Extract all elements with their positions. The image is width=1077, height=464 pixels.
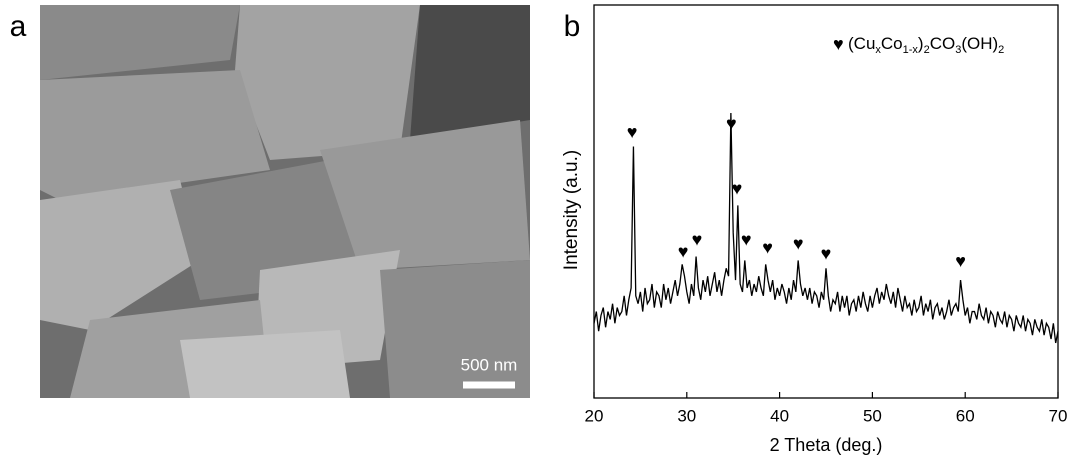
y-axis-label: Intensity (a.u.) xyxy=(561,150,582,270)
x-tick-label: 50 xyxy=(863,406,882,425)
panel-label: a xyxy=(10,10,27,43)
legend-label-part: CO xyxy=(930,34,956,53)
x-axis-label: 2 Theta (deg.) xyxy=(770,435,883,455)
legend-label: (CuxCo1-x)2CO3(OH)2 xyxy=(848,34,1004,55)
panel-label: b xyxy=(564,10,581,43)
peak-marker: ♥ xyxy=(726,114,737,134)
legend-label-part: 3 xyxy=(955,44,961,56)
peak-marker: ♥ xyxy=(678,241,689,261)
peak-marker: ♥ xyxy=(627,122,638,142)
legend-label-part: 1-x xyxy=(903,44,919,56)
x-tick-label: 30 xyxy=(677,406,696,425)
peak-marker: ♥ xyxy=(793,233,804,253)
x-tick-label: 40 xyxy=(770,406,789,425)
peak-marker: ♥ xyxy=(741,230,752,250)
legend-label-part: (Cu xyxy=(848,34,875,53)
legend-label-part: x xyxy=(875,44,881,56)
legend-label-part: Co xyxy=(881,34,903,53)
x-tick-label: 20 xyxy=(585,406,604,425)
x-tick-label: 60 xyxy=(956,406,975,425)
x-tick-label: 70 xyxy=(1049,406,1068,425)
peak-marker: ♥ xyxy=(692,230,703,250)
legend-label-part: ) xyxy=(918,34,924,53)
peak-marker: ♥ xyxy=(762,237,773,257)
peak-marker: ♥ xyxy=(955,251,966,271)
legend-label-part: 2 xyxy=(924,44,930,56)
legend: ♥ (CuxCo1-x)2CO3(OH)2 xyxy=(833,34,1004,56)
plot-frame xyxy=(593,4,1059,399)
peak-marker: ♥ xyxy=(821,244,832,264)
sem-image: 500 nm xyxy=(40,5,530,398)
peak-marker: ♥ xyxy=(732,178,743,198)
legend-label-part: 2 xyxy=(998,44,1004,56)
scale-bar-label: 500 nm xyxy=(461,355,518,374)
legend-symbol: ♥ xyxy=(833,34,844,54)
xrd-trace xyxy=(593,113,1059,344)
legend-label-part: (OH) xyxy=(961,34,998,53)
